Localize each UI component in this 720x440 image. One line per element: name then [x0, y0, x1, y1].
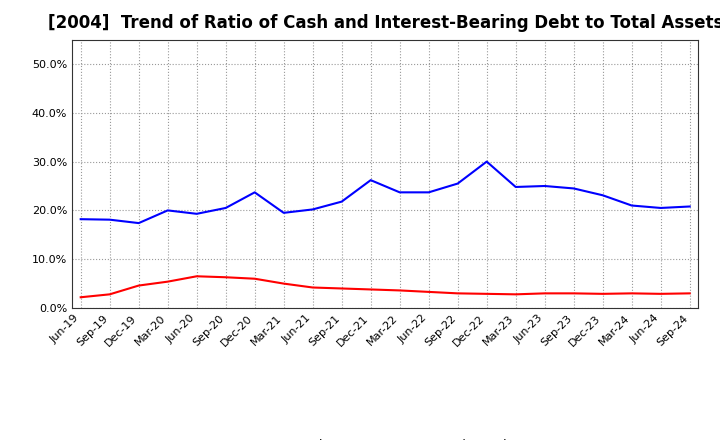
Cash	[598, 291, 607, 297]
Cash	[454, 291, 462, 296]
Interest-Bearing Debt	[454, 181, 462, 186]
Cash	[511, 292, 520, 297]
Cash	[76, 295, 85, 300]
Cash	[482, 291, 491, 297]
Line: Interest-Bearing Debt: Interest-Bearing Debt	[81, 161, 690, 223]
Cash	[541, 291, 549, 296]
Cash	[308, 285, 317, 290]
Line: Cash: Cash	[81, 276, 690, 297]
Cash	[366, 287, 375, 292]
Interest-Bearing Debt	[511, 184, 520, 190]
Interest-Bearing Debt	[308, 207, 317, 212]
Cash	[192, 274, 201, 279]
Cash	[251, 276, 259, 281]
Interest-Bearing Debt	[192, 211, 201, 216]
Interest-Bearing Debt	[105, 217, 114, 222]
Cash	[221, 275, 230, 280]
Interest-Bearing Debt	[657, 205, 665, 211]
Cash	[105, 292, 114, 297]
Cash	[135, 283, 143, 288]
Cash	[657, 291, 665, 297]
Cash	[395, 288, 404, 293]
Title: [2004]  Trend of Ratio of Cash and Interest-Bearing Debt to Total Assets: [2004] Trend of Ratio of Cash and Intere…	[48, 15, 720, 33]
Cash	[338, 286, 346, 291]
Cash	[279, 281, 288, 286]
Interest-Bearing Debt	[685, 204, 694, 209]
Interest-Bearing Debt	[221, 205, 230, 211]
Interest-Bearing Debt	[627, 203, 636, 208]
Interest-Bearing Debt	[424, 190, 433, 195]
Interest-Bearing Debt	[76, 216, 85, 222]
Legend: Cash, Interest-Bearing Debt: Cash, Interest-Bearing Debt	[250, 434, 521, 440]
Interest-Bearing Debt	[482, 159, 491, 164]
Interest-Bearing Debt	[251, 190, 259, 195]
Cash	[570, 291, 578, 296]
Interest-Bearing Debt	[135, 220, 143, 226]
Interest-Bearing Debt	[338, 199, 346, 204]
Interest-Bearing Debt	[366, 177, 375, 183]
Interest-Bearing Debt	[570, 186, 578, 191]
Interest-Bearing Debt	[163, 208, 172, 213]
Interest-Bearing Debt	[279, 210, 288, 216]
Interest-Bearing Debt	[395, 190, 404, 195]
Cash	[424, 289, 433, 294]
Cash	[163, 279, 172, 284]
Cash	[685, 291, 694, 296]
Cash	[627, 291, 636, 296]
Interest-Bearing Debt	[541, 183, 549, 189]
Interest-Bearing Debt	[598, 193, 607, 198]
